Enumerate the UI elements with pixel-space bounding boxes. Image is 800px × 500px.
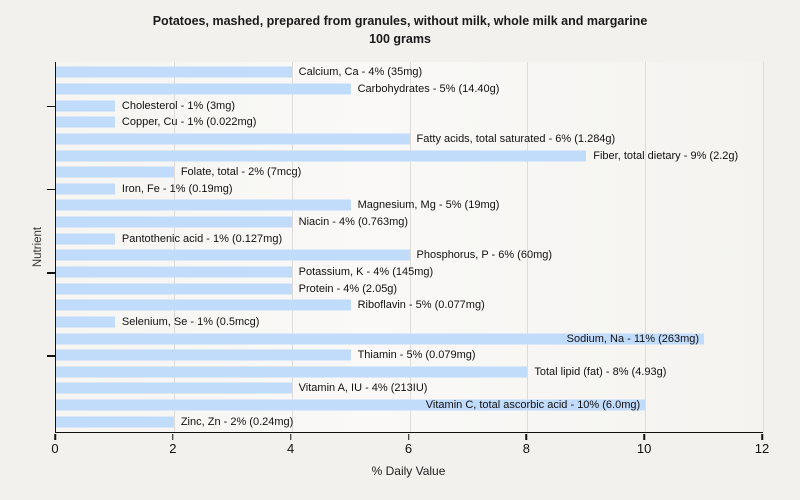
bar-row: Magnesium, Mg - 5% (19mg) [56, 197, 763, 214]
bar-row: Pantothenic acid - 1% (0.127mg) [56, 230, 763, 247]
nutrient-bar [56, 299, 351, 311]
bar-label: Total lipid (fat) - 8% (4.93g) [534, 365, 667, 378]
nutrient-bar [56, 183, 115, 195]
x-axis-label: % Daily Value [371, 464, 446, 478]
x-axis-tick [643, 433, 645, 440]
bar-row: Potassium, K - 4% (145mg) [47, 264, 763, 281]
bar-label: Copper, Cu - 1% (0.022mg) [121, 116, 257, 129]
bar-row: Calcium, Ca - 4% (35mg) [56, 64, 763, 81]
bar-row: Cholesterol - 1% (3mg) [47, 97, 763, 114]
bar-row: Selenium, Se - 1% (0.5mcg) [56, 314, 763, 331]
x-tick-label: 0 [51, 441, 59, 456]
bar-label: Sodium, Na - 11% (263mg) [566, 332, 700, 345]
y-axis-tick [47, 105, 55, 108]
bar-label: Cholesterol - 1% (3mg) [121, 99, 235, 112]
bar-row: Fatty acids, total saturated - 6% (1.284… [56, 131, 763, 148]
x-axis-tick [54, 433, 56, 440]
nutrient-bar [56, 133, 410, 145]
nutrient-bar [56, 116, 115, 128]
bar-label: Zinc, Zn - 2% (0.24mg) [180, 415, 294, 428]
nutrient-bar [56, 150, 587, 162]
bar-row: Folate, total - 2% (7mcg) [56, 164, 763, 181]
nutrient-bar [56, 266, 292, 278]
bar-row: Zinc, Zn - 2% (0.24mg) [56, 413, 763, 430]
gridline [527, 62, 529, 432]
bar-row: Sodium, Na - 11% (263mg) [56, 330, 763, 347]
nutrient-bar [56, 216, 292, 228]
bar-label: Carbohydrates - 5% (14.40g) [357, 82, 500, 95]
x-tick-label: 6 [404, 441, 413, 456]
bar-row: Thiamin - 5% (0.079mg) [47, 347, 763, 364]
gridline [409, 62, 411, 432]
nutrient-bar [56, 416, 174, 428]
bar-row: Phosphorus, P - 6% (60mg) [56, 247, 763, 264]
nutrient-bar [56, 83, 351, 95]
bar-row: Carbohydrates - 5% (14.40g) [56, 81, 763, 98]
bar-label: Phosphorus, P - 6% (60mg) [416, 249, 553, 262]
bar-label: Vitamin C, total ascorbic acid - 10% (6.… [425, 399, 641, 412]
y-axis-tick [47, 272, 55, 274]
bar-label: Potassium, K - 4% (145mg) [298, 266, 434, 278]
bar-label: Iron, Fe - 1% (0.19mg) [121, 182, 233, 195]
nutrient-bar [56, 333, 705, 345]
x-tick-label: 10 [636, 441, 652, 456]
nutrient-bar [56, 100, 115, 112]
bar-label: Calcium, Ca - 4% (35mg) [298, 66, 423, 79]
plot-area: Calcium, Ca - 4% (35mg) Carbohydrates - 5… [47, 62, 764, 433]
x-tick-label: 8 [522, 441, 530, 456]
nutrient-bar [56, 166, 174, 178]
y-axis-tick [47, 188, 55, 191]
bar-label: Magnesium, Mg - 5% (19mg) [357, 199, 500, 212]
nutrient-bar [56, 399, 646, 411]
y-axis-label: Nutrient [32, 226, 44, 268]
x-axis-tick [172, 433, 174, 440]
bar-label: Riboflavin - 5% (0.077mg) [357, 299, 485, 312]
nutrient-bar [56, 382, 292, 394]
nutrient-bar [56, 283, 292, 295]
nutrient-bar [56, 249, 410, 261]
bar-label: Fatty acids, total saturated - 6% (1.284… [416, 132, 616, 145]
bar-label: Selenium, Se - 1% (0.5mcg) [121, 315, 260, 328]
bar-row: Total lipid (fat) - 8% (4.93g) [56, 364, 763, 381]
gridline [291, 62, 293, 432]
x-axis-tick [407, 433, 410, 440]
nutrient-bar [56, 366, 528, 378]
bar-row: Vitamin C, total ascorbic acid - 10% (6.… [56, 397, 763, 414]
bar-row: Fiber, total dietary - 9% (2.2g) [56, 147, 763, 164]
bar-label: Protein - 4% (2.05g) [298, 282, 398, 295]
x-axis-tick [289, 433, 292, 440]
bar-label: Niacin - 4% (0.763mg) [298, 216, 409, 229]
chart-title-block: Potatoes, mashed, prepared from granules… [0, 13, 800, 48]
bar-row: Riboflavin - 5% (0.077mg) [56, 297, 763, 314]
bar-row: Protein - 4% (2.05g) [56, 280, 763, 297]
bar-label: Folate, total - 2% (7mcg) [180, 166, 302, 179]
gridline [645, 62, 647, 432]
bar-label: Fiber, total dietary - 9% (2.2g) [593, 149, 739, 162]
gridline [173, 62, 175, 432]
bar-rows: Calcium, Ca - 4% (35mg) Carbohydrates - 5… [47, 62, 763, 432]
nutrient-bar [56, 349, 351, 361]
bar-row: Copper, Cu - 1% (0.022mg) [56, 114, 763, 131]
bar-label: Thiamin - 5% (0.079mg) [357, 349, 476, 362]
bar-label: Vitamin A, IU - 4% (213IU) [298, 382, 428, 395]
x-tick-label: 12 [754, 441, 770, 456]
bar-row: Vitamin A, IU - 4% (213IU) [56, 380, 763, 397]
bar-row: Niacin - 4% (0.763mg) [56, 214, 763, 231]
nutrient-bar [56, 66, 292, 78]
chart-title: Potatoes, mashed, prepared from granules… [152, 14, 648, 28]
nutrient-bar [56, 316, 115, 328]
bar-label: Pantothenic acid - 1% (0.127mg) [121, 232, 283, 245]
x-tick-label: 2 [169, 441, 177, 456]
x-tick-label: 4 [287, 441, 295, 456]
y-axis-tick [47, 355, 55, 357]
bar-row: Iron, Fe - 1% (0.19mg) [47, 180, 763, 197]
gridline [763, 62, 764, 432]
x-axis-tick [761, 433, 763, 440]
nutrient-bar [56, 233, 115, 245]
nutrient-bar [56, 199, 351, 211]
chart-subtitle: 100 grams [369, 31, 431, 46]
x-axis-tick [525, 433, 528, 440]
